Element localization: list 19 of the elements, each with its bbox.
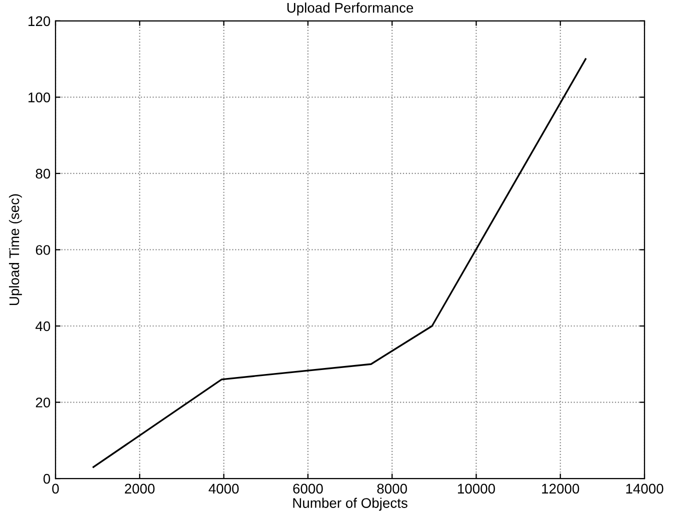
x-tick-label: 4000 (208, 484, 239, 494)
chart-title: Upload Performance (287, 2, 414, 16)
x-tick-label: 6000 (293, 484, 323, 494)
x-tick-label: 2000 (124, 484, 155, 494)
y-tick-label: 120 (28, 16, 50, 26)
x-tick-label: 8000 (377, 484, 407, 494)
x-tick-label: 12000 (542, 484, 580, 494)
y-tick-label: 80 (36, 168, 50, 179)
line-series (92, 58, 586, 468)
y-tick-label: 20 (36, 398, 50, 408)
x-tick-label: 10000 (458, 484, 495, 494)
x-axis-title: Number of Objects (293, 498, 408, 511)
y-tick-label: 60 (36, 245, 50, 255)
y-axis-title: Upload Time (sec) (8, 194, 22, 306)
y-tick-label: 100 (28, 92, 50, 102)
x-tick-label: 0 (52, 484, 59, 494)
y-tick-label: 40 (36, 321, 50, 332)
x-tick-label: 14000 (626, 484, 664, 494)
y-tick-label: 0 (43, 474, 50, 484)
